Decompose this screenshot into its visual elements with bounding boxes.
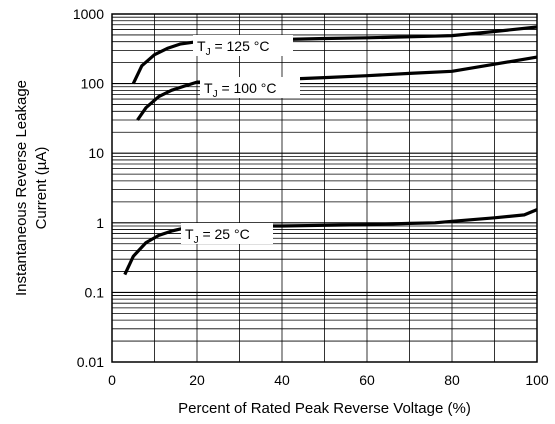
x-tick-label: 40: [274, 372, 290, 388]
y-tick-label: 1: [96, 215, 104, 231]
plot-frame: [111, 13, 538, 363]
x-tick-label: 80: [444, 372, 460, 388]
x-tick-label: 0: [108, 372, 116, 388]
series-label-125c: TJ = 125 °C: [197, 38, 269, 58]
y-tick-label: 1000: [73, 6, 104, 22]
x-tick-label: 20: [189, 372, 205, 388]
series-label-25c: TJ = 25 °C: [185, 226, 250, 246]
series-label-bg: [181, 223, 273, 244]
y-tick-label: 0.1: [85, 284, 105, 300]
y-tick-label: 10: [88, 145, 104, 161]
y-tick-label: 0.01: [77, 354, 104, 370]
x-tick-label: 60: [359, 372, 375, 388]
series-label-100c: TJ = 100 °C: [204, 80, 276, 100]
x-tick-label: 100: [525, 372, 549, 388]
series-line-25c: [123, 208, 538, 276]
y-axis-label-line-1: Instantaneous Reverse Leakage: [13, 80, 30, 296]
series-line-100c: [136, 55, 538, 121]
y-axis-label-line-2: Current (µA): [33, 147, 50, 230]
grid: [112, 14, 537, 363]
series-label-bg: [200, 77, 300, 98]
y-tick-label: 100: [81, 76, 105, 92]
series-labels: TJ = 125 °C TJ = 100 °C TJ = 25 °C: [181, 35, 300, 246]
tick-labels: 0 20 40 60 80 100 0.01 0.1 1 10 100 1000: [73, 6, 549, 388]
series-label-bg: [193, 35, 293, 56]
x-axis-label: Percent of Rated Peak Reverse Voltage (%…: [178, 400, 471, 417]
